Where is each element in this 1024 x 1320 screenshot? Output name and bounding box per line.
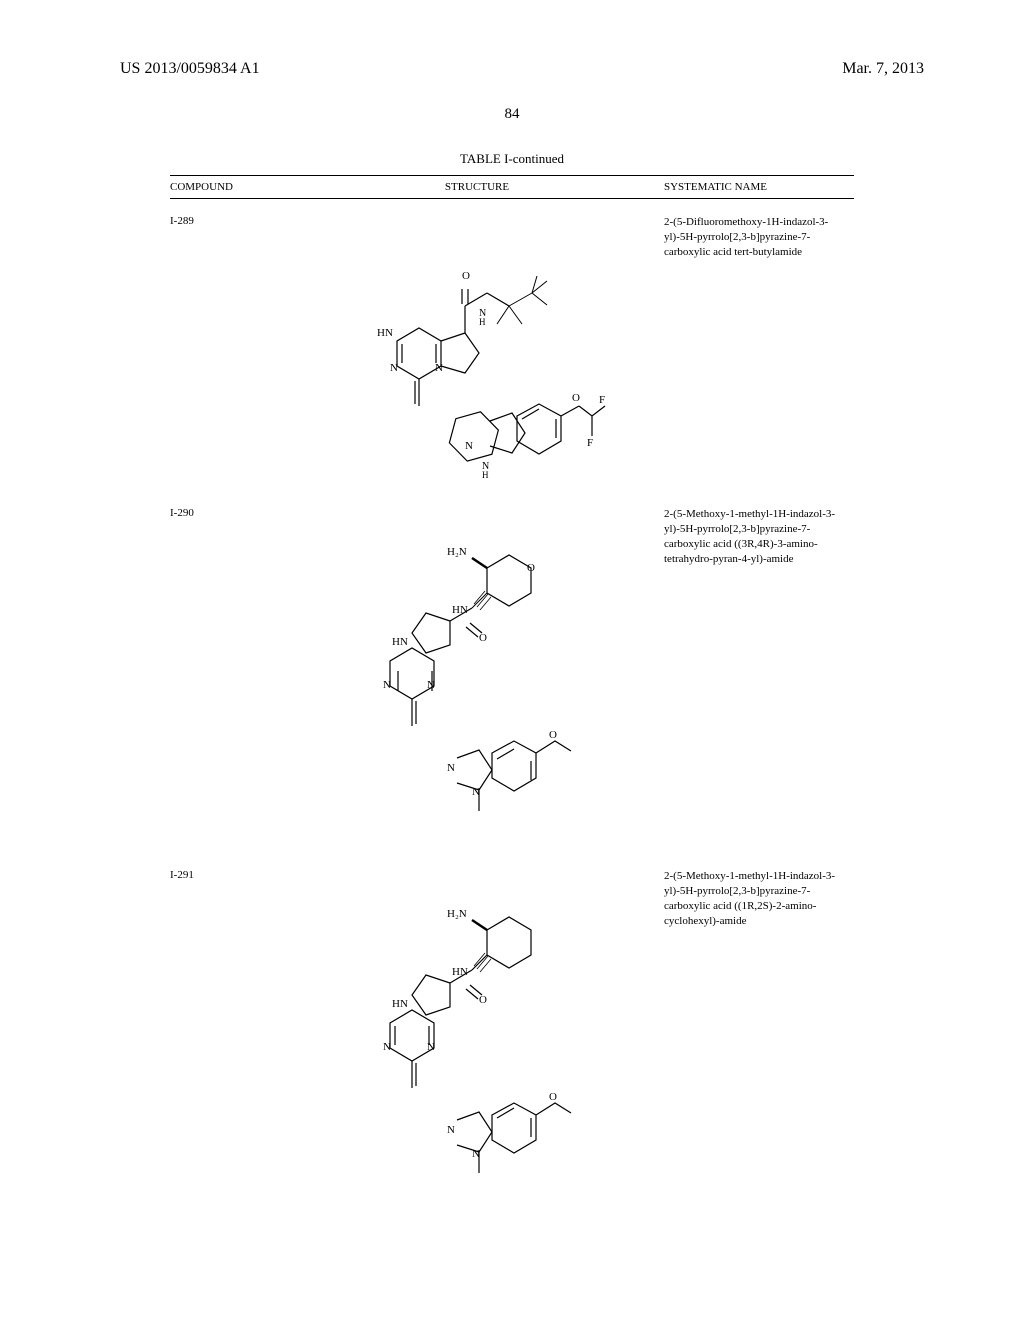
table-row: I-289: [170, 199, 854, 491]
svg-text:O: O: [549, 729, 557, 741]
compound-id: I-291: [170, 865, 290, 1215]
svg-text:N: N: [390, 362, 398, 374]
systematic-name: 2-(5-Methoxy-1-methyl-1H-indazol-3-yl)-5…: [664, 865, 854, 1215]
svg-text:O: O: [479, 632, 487, 644]
page-number: 84: [0, 106, 1024, 123]
svg-text:O: O: [572, 392, 580, 404]
svg-text:F: F: [599, 394, 605, 406]
svg-text:F: F: [587, 437, 593, 449]
svg-text:N: N: [427, 679, 435, 691]
chemical-structure-icon: H₂N HN O HN N N O N N: [347, 875, 607, 1215]
svg-text:H₂N: H₂N: [447, 908, 467, 920]
svg-text:N: N: [427, 1041, 435, 1053]
publication-number: US 2013/0059834 A1: [120, 60, 260, 78]
chemical-structure-icon: O HN N H N N O F F N N H: [347, 221, 607, 491]
header-compound: COMPOUND: [170, 181, 290, 193]
compound-id: I-290: [170, 503, 290, 853]
structure-cell: H₂N HN O HN N N O N N: [290, 865, 664, 1215]
svg-text:H: H: [482, 470, 489, 480]
svg-text:HN: HN: [377, 327, 393, 339]
svg-text:N: N: [383, 679, 391, 691]
svg-text:HN: HN: [392, 998, 408, 1010]
svg-text:O: O: [479, 994, 487, 1006]
systematic-name: 2-(5-Methoxy-1-methyl-1H-indazol-3-yl)-5…: [664, 503, 854, 853]
svg-text:O: O: [549, 1091, 557, 1103]
publication-date: Mar. 7, 2013: [842, 60, 924, 78]
svg-text:O: O: [527, 562, 535, 574]
table-row: I-291: [170, 853, 854, 1215]
svg-text:N: N: [465, 440, 473, 452]
compound-table: COMPOUND STRUCTURE SYSTEMATIC NAME I-289: [170, 175, 854, 1215]
svg-text:O: O: [462, 270, 470, 282]
svg-text:H₂N: H₂N: [447, 546, 467, 558]
structure-cell: H₂N O HN O HN N N O N N: [290, 503, 664, 853]
compound-id: I-289: [170, 211, 290, 491]
svg-text:HN: HN: [452, 966, 468, 978]
header-name: SYSTEMATIC NAME: [664, 181, 854, 193]
svg-text:HN: HN: [392, 636, 408, 648]
table-header-row: COMPOUND STRUCTURE SYSTEMATIC NAME: [170, 175, 854, 199]
page-header: US 2013/0059834 A1 Mar. 7, 2013: [0, 0, 1024, 78]
svg-text:N: N: [472, 786, 480, 798]
svg-text:N: N: [447, 1124, 455, 1136]
svg-text:H: H: [479, 317, 486, 327]
svg-text:N: N: [435, 362, 443, 374]
table-title: TABLE I-continued: [0, 151, 1024, 167]
chemical-structure-icon: H₂N O HN O HN N N O N N: [347, 513, 607, 853]
header-structure: STRUCTURE: [290, 181, 664, 193]
svg-text:N: N: [447, 762, 455, 774]
svg-text:N: N: [472, 1148, 480, 1160]
systematic-name: 2-(5-Difluoromethoxy-1H-indazol-3-yl)-5H…: [664, 211, 854, 491]
table-row: I-290: [170, 491, 854, 853]
svg-text:N: N: [383, 1041, 391, 1053]
svg-text:HN: HN: [452, 604, 468, 616]
structure-cell: O HN N H N N O F F N N H: [290, 211, 664, 491]
